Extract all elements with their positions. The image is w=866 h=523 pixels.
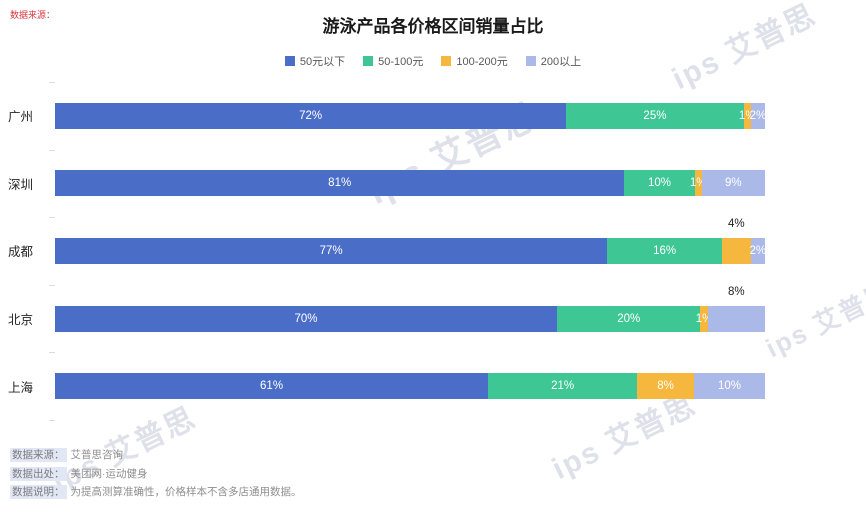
bar-segment[interactable]: 10% — [624, 170, 695, 197]
chart-row: 北京 8% 70% 20% 1% — [8, 285, 765, 353]
bar-segment[interactable]: 1% — [690, 170, 707, 197]
footnote-text: 艾普思咨询 — [70, 449, 124, 461]
footnote: 数据说明： 为提高测算准确性，价格样本不含多店通用数据。 — [10, 483, 302, 502]
data-label: 10% — [648, 177, 672, 190]
bar-segment[interactable]: 25% — [566, 102, 744, 129]
legend: 50元以下 50-100元 100-200元 200以上 — [0, 53, 866, 69]
data-label: 10% — [717, 380, 741, 393]
legend-item[interactable]: 100-200元 — [441, 53, 508, 69]
data-label-outside: 4% — [728, 218, 745, 231]
data-label: 2% — [749, 244, 767, 257]
bar-segment[interactable]: 81% — [55, 170, 625, 197]
data-label: 9% — [725, 177, 742, 190]
bar-segment[interactable]: 9% — [701, 170, 765, 197]
bar-segment[interactable]: 77% — [55, 237, 608, 264]
legend-label: 100-200元 — [456, 56, 508, 68]
bar-segment[interactable]: 1% — [696, 305, 712, 332]
footnote-label: 数据来源： — [10, 448, 67, 462]
data-label: 2% — [749, 109, 767, 122]
bar-segment[interactable]: 20% — [557, 305, 701, 332]
legend-item[interactable]: 200以上 — [525, 53, 582, 69]
legend-swatch — [363, 56, 374, 66]
bar-segment[interactable]: 2% — [749, 237, 767, 264]
legend-swatch — [441, 56, 452, 66]
watermark-text: ips 艾普思 — [761, 276, 866, 364]
bar-segment[interactable]: 61% — [55, 373, 489, 400]
stacked-bar: 70% 20% 1% — [55, 305, 765, 332]
category-label: 深圳 — [8, 177, 34, 192]
chart-row: 成都 4% 77% 16% 2% — [8, 217, 767, 285]
chart-row: 上海 61% 21% 8% 10% — [8, 352, 765, 420]
chart-title: 游泳产品各价格区间销量占比 — [322, 17, 544, 36]
axis-tick — [49, 420, 55, 421]
footnote: 数据来源： 艾普思咨询 — [10, 446, 302, 465]
category-label: 广州 — [8, 110, 34, 125]
axis-tick — [49, 149, 55, 151]
axis-tick — [49, 82, 55, 83]
bar-segment[interactable]: 70% — [55, 305, 558, 332]
legend-swatch — [284, 56, 295, 66]
data-label: 21% — [551, 380, 575, 393]
stacked-bar: 81% 10% 1% 9% — [55, 170, 765, 197]
chart-row: 广州 72% 25% 1% 2% — [8, 82, 767, 150]
data-label: 61% — [260, 380, 284, 393]
bar-segment[interactable]: 21% — [488, 373, 638, 400]
footnote-label: 数据出处： — [10, 466, 67, 481]
legend-swatch — [525, 56, 536, 66]
bar-chart: 广州 72% 25% 1% 2% 深圳 81% 10% 1% 9% 成都 4% 77% 16% 2% 北京 8%… — [8, 82, 767, 421]
data-label-outside: 8% — [728, 285, 745, 298]
data-label: 70% — [294, 312, 318, 325]
bar-segment[interactable] — [707, 305, 765, 332]
legend-label: 200以上 — [540, 56, 582, 68]
bar-segment[interactable]: 16% — [607, 237, 722, 264]
data-label: 8% — [657, 380, 674, 393]
category-label: 北京 — [8, 313, 34, 328]
legend-label: 50-100元 — [378, 56, 424, 68]
data-label: 16% — [653, 244, 677, 257]
bar-segment[interactable]: 10% — [693, 373, 765, 400]
data-label: 20% — [617, 312, 641, 325]
bar-segment[interactable]: 8% — [637, 373, 694, 400]
footnote-text: 为提高测算准确性，价格样本不含多店通用数据。 — [70, 486, 302, 498]
bar-segment[interactable]: 2% — [749, 102, 767, 129]
category-label: 成都 — [8, 245, 34, 260]
stacked-bar: 77% 16% 2% — [55, 237, 767, 264]
footnote-label: 数据说明： — [10, 485, 67, 499]
footnote: 数据出处： 美团网·运动健身 — [10, 465, 302, 484]
data-label: 81% — [328, 177, 352, 190]
axis-tick — [49, 217, 55, 219]
legend-item[interactable]: 50元以下 — [284, 53, 346, 69]
legend-label: 50元以下 — [299, 56, 346, 68]
footnote-text: 美团网·运动健身 — [70, 467, 148, 480]
category-label: 上海 — [8, 380, 34, 395]
bar-segment[interactable] — [721, 237, 751, 264]
data-label: 72% — [299, 109, 323, 122]
stacked-bar: 61% 21% 8% 10% — [55, 373, 765, 400]
axis-tick — [49, 284, 55, 286]
axis-tick — [49, 352, 55, 354]
corner-note: 数据来源： — [10, 10, 56, 20]
chart-row: 深圳 81% 10% 1% 9% — [8, 150, 765, 218]
bar-segment[interactable]: 72% — [55, 102, 567, 129]
stacked-bar: 72% 25% 1% 2% — [55, 102, 767, 129]
footnotes: 数据来源： 艾普思咨询 数据出处： 美团网·运动健身 数据说明： 为提高测算准确性，价格样… — [10, 446, 302, 502]
data-label: 77% — [319, 244, 343, 257]
legend-item[interactable]: 50-100元 — [363, 53, 423, 69]
data-label: 25% — [643, 109, 667, 122]
